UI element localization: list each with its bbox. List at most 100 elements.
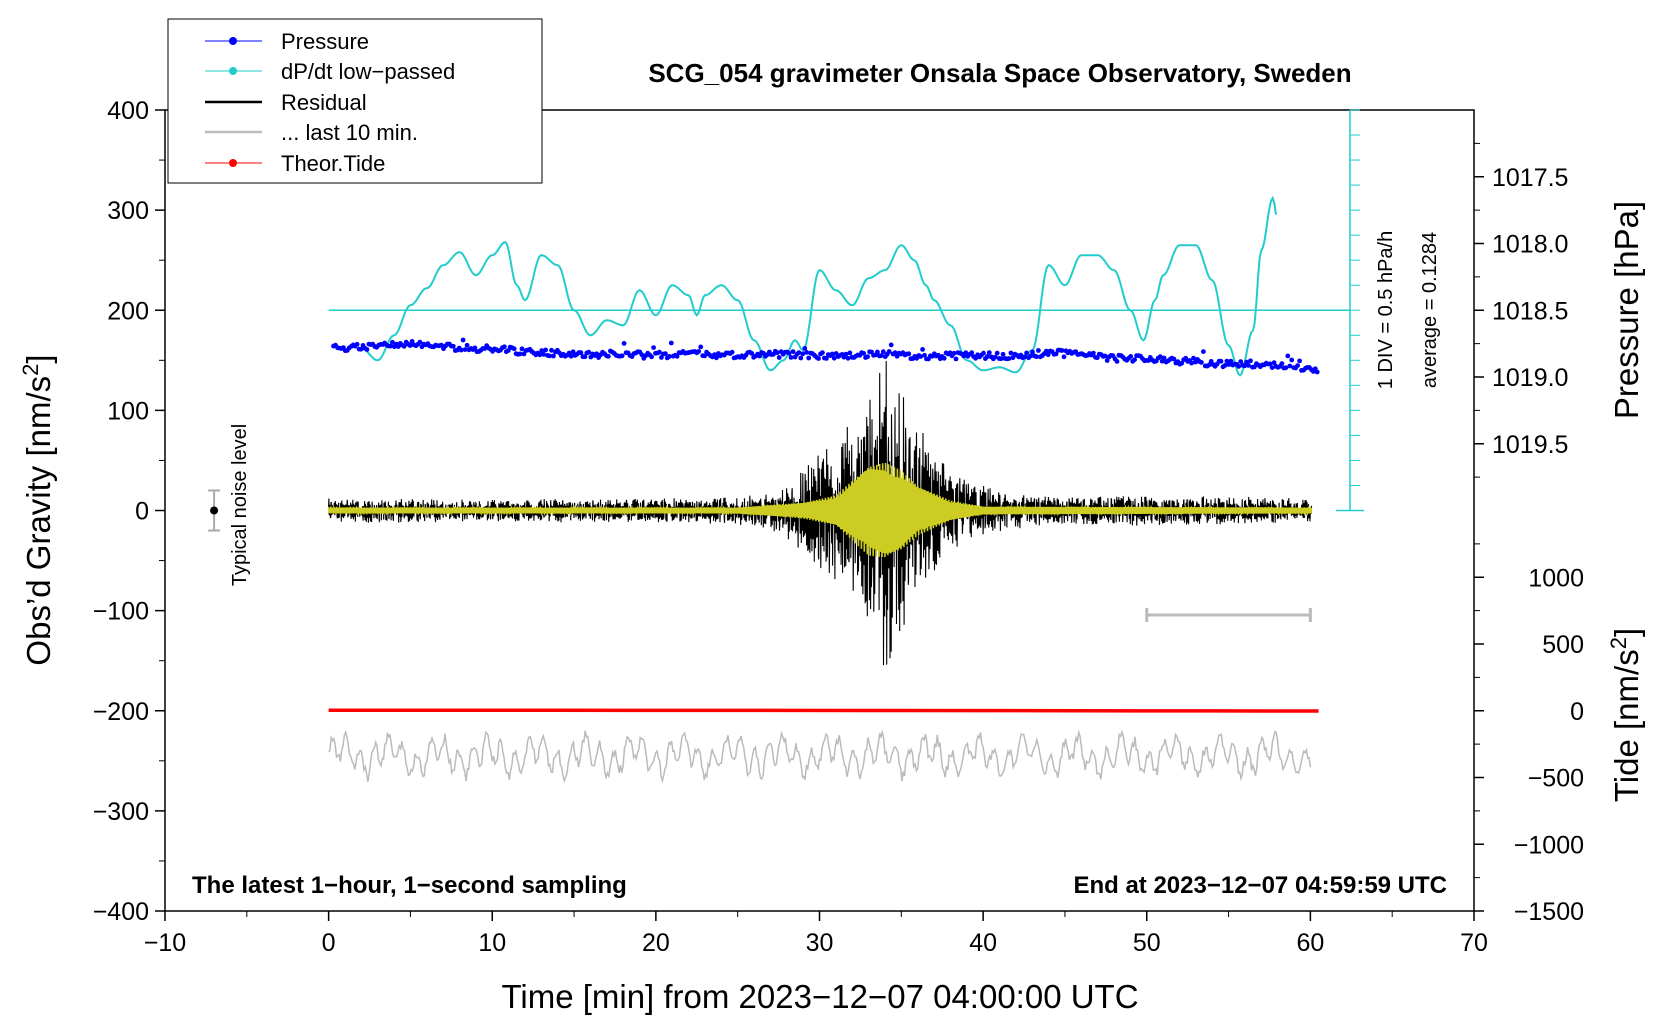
pressure-point <box>594 351 599 357</box>
tide-tick-label-0: 1000 <box>1528 564 1584 592</box>
tide-tick-label-5: −1500 <box>1514 898 1584 926</box>
pressure-point <box>582 354 588 360</box>
pressure-point <box>1053 351 1059 357</box>
pressure-point <box>985 354 990 359</box>
pressure-point <box>1036 348 1041 353</box>
pressure-point <box>829 351 835 357</box>
pressure-point <box>1283 365 1289 371</box>
pressure-point <box>802 346 808 351</box>
pressure-point <box>1114 359 1120 364</box>
pressure-point <box>1271 360 1277 366</box>
pressure-point <box>1246 363 1251 368</box>
pressure-point <box>1091 350 1096 356</box>
pressure-point <box>806 355 812 361</box>
y-tick-label-1: 300 <box>107 197 149 225</box>
tide-axis-label-end: ] <box>1608 628 1645 637</box>
pressure-point <box>796 350 802 355</box>
pressure-point <box>511 346 517 352</box>
pressure-point <box>963 350 969 356</box>
pressure-point <box>986 350 992 355</box>
pressure-series <box>331 337 1320 375</box>
pressure-point <box>388 343 393 349</box>
pressure-tick-label-1: 1019.0 <box>1492 364 1568 392</box>
pressure-point <box>551 353 556 359</box>
pressure-point <box>621 341 627 346</box>
tide-axis-label: Tide [nm/s2] <box>1606 628 1645 802</box>
pressure-point <box>568 353 574 359</box>
pressure-point <box>875 349 880 355</box>
end-time-note: End at 2023−12−07 04:59:59 UTC <box>1073 872 1447 899</box>
pressure-point <box>390 339 395 345</box>
legend-marker-1 <box>229 67 237 75</box>
pressure-point <box>816 356 821 361</box>
pressure-point <box>1222 363 1228 368</box>
pressure-point <box>439 342 444 348</box>
pressure-point <box>1102 353 1108 359</box>
tide-tick-label-4: −1000 <box>1514 831 1584 859</box>
pressure-point <box>998 356 1004 362</box>
pressure-point <box>1010 355 1016 361</box>
pressure-point <box>1028 353 1033 359</box>
pressure-point <box>1104 358 1110 363</box>
pressure-point <box>757 353 762 359</box>
pressure-point <box>774 350 780 356</box>
pressure-point <box>458 347 464 353</box>
legend-label-dpdt: dP/dt low−passed <box>281 59 455 84</box>
x-tick-label-8: 70 <box>1460 929 1488 957</box>
pressure-point <box>1179 360 1185 366</box>
pressure-point <box>788 355 794 360</box>
y-tick-label-5: −100 <box>93 598 149 626</box>
pressure-point <box>543 347 548 353</box>
pressure-point <box>1171 356 1177 362</box>
pressure-point <box>639 352 645 358</box>
pressure-point <box>920 347 925 352</box>
pressure-point <box>880 349 886 355</box>
tide-axis-label-main: Tide [nm/s <box>1608 649 1645 802</box>
tide-axis-label-sup: 2 <box>1606 637 1631 649</box>
pressure-point <box>1238 359 1244 364</box>
pressure-point <box>519 346 525 352</box>
pressure-point <box>619 353 625 359</box>
pressure-point <box>1008 350 1014 356</box>
x-tick-label-3: 20 <box>642 929 670 957</box>
pressure-point <box>606 353 611 359</box>
pressure-point <box>973 355 978 361</box>
pressure-point <box>1030 349 1035 355</box>
y-tick-label-3: 100 <box>107 397 149 425</box>
y-axis-label: Obs’d Gravity [nm/s2] <box>18 354 57 665</box>
y-tick-label-0: 400 <box>107 97 149 125</box>
pressure-point <box>994 350 1000 356</box>
pressure-point <box>1059 348 1065 353</box>
average-label: average = 0.1284 <box>1419 232 1441 388</box>
y-axis-label-end: ] <box>20 354 57 363</box>
pressure-point <box>401 343 407 349</box>
pressure-point <box>541 352 546 357</box>
pressure-point <box>1094 355 1100 361</box>
pressure-point <box>831 355 837 361</box>
pressure-point <box>1034 354 1039 360</box>
pressure-point <box>502 344 507 350</box>
pressure-point <box>861 351 867 356</box>
legend-label-tide: Theor.Tide <box>281 151 385 176</box>
pressure-point <box>941 355 947 361</box>
pressure-point <box>845 355 851 361</box>
pressure-point <box>922 352 927 358</box>
pressure-point <box>537 352 543 358</box>
pressure-point <box>1061 354 1067 360</box>
pressure-point <box>354 341 360 347</box>
pressure-point <box>1161 355 1167 361</box>
pressure-point <box>570 349 576 355</box>
pressure-point <box>1024 350 1029 356</box>
pressure-point <box>1191 355 1196 361</box>
pressure-point <box>547 353 552 359</box>
pressure-point <box>549 347 554 353</box>
sampling-note: The latest 1−hour, 1−second sampling <box>192 872 627 899</box>
pressure-point <box>786 350 792 356</box>
x-tick-label-4: 30 <box>806 929 834 957</box>
pressure-point <box>657 349 662 355</box>
pressure-point <box>1285 353 1291 359</box>
tide-tick-label-1: 500 <box>1542 631 1584 659</box>
pressure-point <box>1269 365 1275 370</box>
